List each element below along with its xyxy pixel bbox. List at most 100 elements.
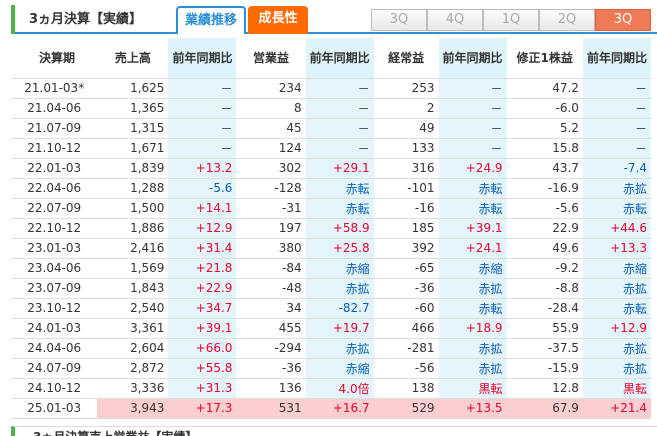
cell-sales-yoy: -5.6 <box>168 178 237 199</box>
cell-eps: 12.8 <box>506 378 583 399</box>
table-row: 21.01-03* 1,625 － 234 － 253 － 47.2 － <box>11 78 651 99</box>
cell-eps: -9.2 <box>506 258 583 279</box>
cell-period: 25.01-03 <box>11 398 98 419</box>
cell-ordinary-profit: -101 <box>373 178 439 199</box>
quarter-button-1q[interactable]: 1Q <box>483 9 539 31</box>
cell-eps-yoy: +21.4 <box>582 398 651 419</box>
cell-eps: 49.6 <box>506 238 583 259</box>
next-section-header: 3ヵ月決算売上営業益【実績】 <box>11 426 657 436</box>
cell-sales: 2,540 <box>97 298 169 319</box>
cell-period: 23.04-06 <box>11 258 98 279</box>
cell-ordinary-profit: -60 <box>373 298 439 319</box>
cell-period: 21.01-03* <box>11 78 98 99</box>
table-row: 24.01-03 3,361 +39.1 455 +19.7 466 +18.9 55.9 +1… <box>11 318 651 339</box>
cell-ordinary-yoy: － <box>438 138 507 159</box>
cell-sales-yoy: +31.3 <box>168 378 237 399</box>
cell-eps-yoy: 黒転 <box>582 378 651 399</box>
tab-performance[interactable]: 業績推移 <box>176 6 246 34</box>
table-row: 21.07-09 1,315 － 45 － 49 － 5.2 － <box>11 118 651 139</box>
cell-ordinary-yoy: － <box>438 118 507 139</box>
cell-eps: -5.6 <box>506 198 583 219</box>
cell-ordinary-profit: -281 <box>373 338 439 359</box>
cell-ordinary-profit: 185 <box>373 218 439 239</box>
cell-sales-yoy: － <box>168 78 237 99</box>
table-row: 24.10-12 3,336 +31.3 136 4.0倍 138 黒転 12.8 黒転 <box>11 378 651 399</box>
cell-operating-profit: -31 <box>236 198 306 219</box>
cell-operating-yoy: +29.1 <box>305 158 374 179</box>
cell-operating-profit: 45 <box>236 118 306 139</box>
cell-sales-yoy: +17.3 <box>168 398 237 419</box>
table-row: 22.01-03 1,839 +13.2 302 +29.1 316 +24.9 43.7 -7… <box>11 158 651 179</box>
cell-eps-yoy: － <box>582 118 651 139</box>
cell-period: 23.07-09 <box>11 278 98 299</box>
cell-ordinary-profit: -36 <box>373 278 439 299</box>
table-row: 23.01-03 2,416 +31.4 380 +25.8 392 +24.1 49.6 +1… <box>11 238 651 259</box>
cell-eps-yoy: － <box>582 98 651 119</box>
cell-operating-profit: 455 <box>236 318 306 339</box>
cell-ordinary-profit: -56 <box>373 358 439 379</box>
cell-operating-yoy: 赤拡 <box>305 338 374 359</box>
col-header-sales-yoy: 前年同期比 <box>168 38 237 79</box>
quarter-button-3q-prev[interactable]: 3Q <box>371 9 427 31</box>
cell-ordinary-yoy: 赤転 <box>438 178 507 199</box>
cell-eps: -28.4 <box>506 298 583 319</box>
cell-eps-yoy: +13.3 <box>582 238 651 259</box>
cell-operating-profit: 380 <box>236 238 306 259</box>
cell-eps-yoy: 赤拡 <box>582 278 651 299</box>
quarter-button-3q-active[interactable]: 3Q <box>595 9 651 31</box>
cell-eps-yoy: 赤転 <box>582 298 651 319</box>
cell-period: 21.04-06 <box>11 98 98 119</box>
cell-eps-yoy: 赤拡 <box>582 338 651 359</box>
cell-ordinary-profit: -16 <box>373 198 439 219</box>
cell-operating-profit: -84 <box>236 258 306 279</box>
cell-ordinary-yoy: 赤転 <box>438 298 507 319</box>
cell-sales-yoy: +13.2 <box>168 158 237 179</box>
table-row: 21.04-06 1,365 － 8 － 2 － -6.0 － <box>11 98 651 119</box>
cell-operating-yoy: +58.9 <box>305 218 374 239</box>
cell-period: 22.10-12 <box>11 218 98 239</box>
cell-ordinary-profit: 316 <box>373 158 439 179</box>
cell-ordinary-profit: -65 <box>373 258 439 279</box>
cell-sales-yoy: +39.1 <box>168 318 237 339</box>
cell-eps: -6.0 <box>506 98 583 119</box>
cell-sales-yoy: +31.4 <box>168 238 237 259</box>
cell-period: 22.01-03 <box>11 158 98 179</box>
cell-sales: 1,365 <box>97 98 169 119</box>
cell-operating-profit: -48 <box>236 278 306 299</box>
cell-sales: 2,604 <box>97 338 169 359</box>
cell-eps: -37.5 <box>506 338 583 359</box>
quarter-button-4q[interactable]: 4Q <box>427 9 483 31</box>
section-header: 3ヵ月決算【実績】 業績推移 成長性 <box>11 5 657 34</box>
table-row: 21.10-12 1,671 － 124 － 133 － 15.8 － <box>11 138 651 159</box>
cell-ordinary-yoy: 赤拡 <box>438 358 507 379</box>
cell-sales: 3,361 <box>97 318 169 339</box>
cell-eps: 47.2 <box>506 78 583 99</box>
cell-operating-yoy: － <box>305 98 374 119</box>
col-header-eps-yoy: 前年同期比 <box>582 38 651 79</box>
cell-sales-yoy: － <box>168 118 237 139</box>
cell-period: 24.04-06 <box>11 338 98 359</box>
cell-eps: 43.7 <box>506 158 583 179</box>
cell-sales: 1,315 <box>97 118 169 139</box>
quarter-button-2q[interactable]: 2Q <box>539 9 595 31</box>
cell-operating-profit: -294 <box>236 338 306 359</box>
cell-sales: 1,843 <box>97 278 169 299</box>
cell-operating-yoy: － <box>305 118 374 139</box>
cell-eps-yoy: 赤拡 <box>582 178 651 199</box>
cell-sales: 1,500 <box>97 198 169 219</box>
cell-eps-yoy: － <box>582 138 651 159</box>
tab-growth[interactable]: 成長性 <box>248 6 308 34</box>
table-row: 24.04-06 2,604 +66.0 -294 赤拡 -281 赤拡 -37.5 赤拡 <box>11 338 651 359</box>
cell-ordinary-yoy: +24.9 <box>438 158 507 179</box>
cell-sales-yoy: +12.9 <box>168 218 237 239</box>
cell-ordinary-yoy: +39.1 <box>438 218 507 239</box>
cell-operating-yoy: － <box>305 138 374 159</box>
cell-operating-yoy: 赤転 <box>305 178 374 199</box>
cell-sales: 1,886 <box>97 218 169 239</box>
cell-sales: 2,416 <box>97 238 169 259</box>
cell-sales-yoy: － <box>168 98 237 119</box>
cell-ordinary-yoy: +24.1 <box>438 238 507 259</box>
cell-sales: 1,839 <box>97 158 169 179</box>
cell-period: 22.07-09 <box>11 198 98 219</box>
table-row: 22.04-06 1,288 -5.6 -128 赤転 -101 赤転 -16.9 赤拡 <box>11 178 651 199</box>
